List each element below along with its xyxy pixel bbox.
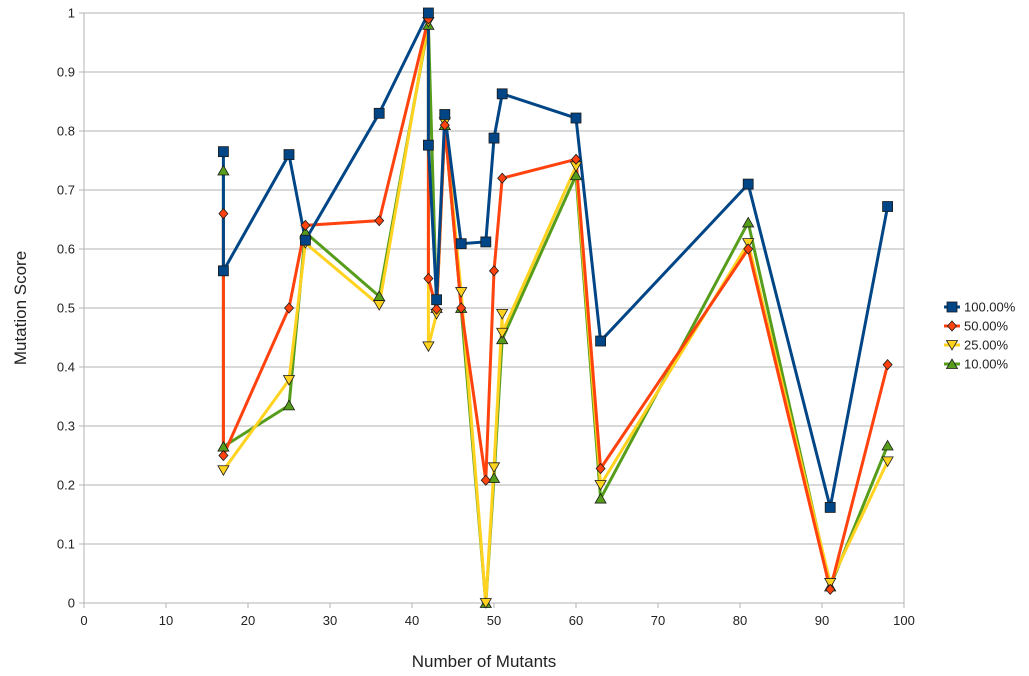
x-tick-label: 70 xyxy=(651,613,665,628)
series-line-2 xyxy=(222,20,889,605)
x-tick-label: 0 xyxy=(80,613,87,628)
data-point xyxy=(480,236,492,248)
data-point xyxy=(595,462,606,475)
data-point xyxy=(479,598,492,609)
series-line-1 xyxy=(221,17,890,591)
data-point xyxy=(299,234,311,246)
series-group xyxy=(217,7,894,609)
data-point xyxy=(882,201,893,212)
data-point xyxy=(373,300,386,311)
data-point xyxy=(881,456,894,468)
legend-label: 10.00% xyxy=(964,357,1009,372)
x-tick-label: 90 xyxy=(815,613,829,628)
series-line-0 xyxy=(221,11,890,509)
data-point xyxy=(496,88,508,100)
data-point xyxy=(217,265,229,277)
x-axis-ticks: 0 10 20 30 40 50 60 70 80 90 100 xyxy=(80,603,915,628)
data-point xyxy=(488,132,500,144)
data-point xyxy=(456,302,467,314)
data-point xyxy=(570,153,582,165)
data-point xyxy=(487,472,501,483)
data-point xyxy=(217,465,230,477)
data-point xyxy=(496,327,509,339)
data-point xyxy=(742,238,755,249)
y-tick-label: 0.6 xyxy=(57,242,75,257)
data-point xyxy=(439,109,451,120)
x-tick-label: 50 xyxy=(487,613,501,628)
x-tick-label: 80 xyxy=(733,613,747,628)
x-tick-label: 30 xyxy=(323,613,337,628)
y-tick-label: 0.3 xyxy=(57,419,75,434)
data-point xyxy=(487,462,501,474)
y-tick-label: 1 xyxy=(68,6,75,21)
y-tick-label: 0.1 xyxy=(57,537,75,552)
legend-marker xyxy=(946,320,958,332)
data-point xyxy=(283,302,295,314)
y-axis-title: Mutation Score xyxy=(11,251,30,365)
x-tick-label: 100 xyxy=(893,613,915,628)
legend-marker xyxy=(946,301,958,313)
data-point xyxy=(595,335,606,347)
legend-label: 50.00% xyxy=(964,319,1009,334)
data-point xyxy=(217,146,229,158)
legend: 100.00% 50.00% 25.00% 10.00% xyxy=(944,300,1016,372)
data-point xyxy=(373,107,385,119)
data-point xyxy=(488,265,500,277)
data-point xyxy=(742,178,754,190)
data-point xyxy=(439,119,450,131)
data-point xyxy=(480,474,491,486)
legend-label: 100.00% xyxy=(964,300,1016,315)
x-tick-label: 60 xyxy=(569,613,583,628)
data-point xyxy=(825,583,836,596)
data-point xyxy=(455,238,467,250)
data-point xyxy=(743,243,754,255)
y-tick-label: 0.8 xyxy=(57,124,75,139)
data-point xyxy=(594,492,607,504)
data-point xyxy=(594,480,607,491)
data-point xyxy=(496,308,509,320)
y-tick-label: 0 xyxy=(68,596,75,611)
data-point xyxy=(282,375,296,386)
data-point xyxy=(217,164,230,176)
data-point xyxy=(282,399,296,411)
data-point xyxy=(423,272,434,285)
data-point xyxy=(455,287,468,298)
data-point xyxy=(882,359,893,371)
x-axis-title: Number of Mutants xyxy=(412,652,557,671)
data-point xyxy=(496,333,509,345)
data-point xyxy=(569,169,583,181)
data-point xyxy=(300,219,311,231)
data-point xyxy=(218,208,229,220)
data-point xyxy=(374,215,385,227)
data-point xyxy=(431,294,443,306)
y-tick-label: 0.9 xyxy=(57,65,75,80)
legend-label: 25.00% xyxy=(964,338,1009,353)
legend-marker xyxy=(945,358,959,369)
y-tick-label: 0.5 xyxy=(57,301,75,316)
x-tick-label: 20 xyxy=(241,613,255,628)
data-point xyxy=(497,172,508,184)
data-point xyxy=(881,439,894,451)
data-point xyxy=(422,341,435,353)
data-point xyxy=(431,303,442,315)
data-point xyxy=(824,578,837,589)
data-point xyxy=(570,112,582,124)
data-point xyxy=(422,7,434,19)
legend-marker xyxy=(945,340,959,351)
data-point xyxy=(742,216,755,228)
data-point xyxy=(824,502,836,513)
y-axis-ticks: 0 0.1 0.2 0.3 0.4 0.5 0.6 0.7 0.8 0.9 1 xyxy=(57,6,84,611)
y-tick-label: 0.7 xyxy=(57,183,75,198)
x-tick-label: 40 xyxy=(405,613,419,628)
data-point xyxy=(283,149,295,161)
data-point xyxy=(422,139,434,151)
data-point xyxy=(218,449,229,462)
x-tick-label: 10 xyxy=(159,613,173,628)
y-tick-label: 0.4 xyxy=(57,360,75,375)
y-tick-label: 0.2 xyxy=(57,478,75,493)
